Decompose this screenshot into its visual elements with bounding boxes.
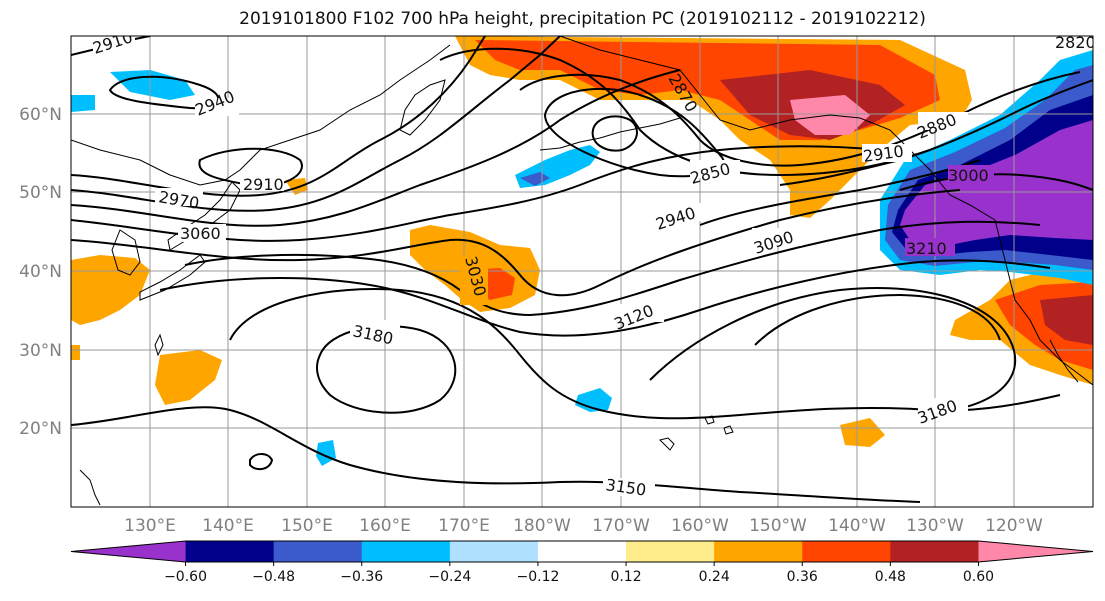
contour-3150 bbox=[159, 259, 1051, 337]
lon-label: 160°W bbox=[671, 516, 729, 536]
contour-2850 bbox=[439, 47, 931, 177]
lat-label: 40°N bbox=[19, 262, 62, 282]
aleutians bbox=[539, 117, 681, 151]
colorbar-tick-label: −0.36 bbox=[340, 569, 383, 585]
colorbar-segment bbox=[626, 541, 715, 562]
lat-label: 20°N bbox=[19, 419, 62, 439]
contour-3120-east bbox=[754, 293, 1001, 346]
contour-2970 bbox=[71, 36, 486, 197]
lon-label: 170°W bbox=[592, 516, 650, 536]
lon-label: 120°W bbox=[985, 516, 1043, 536]
contour-3210 bbox=[649, 287, 1017, 413]
gridlines bbox=[71, 36, 1093, 507]
colorbar-tick-label: 0.24 bbox=[699, 569, 730, 585]
positive-anomaly-asia bbox=[71, 255, 150, 325]
lat-label: 60°N bbox=[19, 105, 62, 125]
colorbar-tick-label: −0.24 bbox=[428, 569, 471, 585]
lon-label: 130°E bbox=[124, 516, 176, 536]
baja bbox=[1049, 339, 1079, 383]
map-title: 2019101800 F102 700 hPa height, precipit… bbox=[239, 9, 926, 29]
colorbar-segment bbox=[185, 541, 275, 562]
colorbar-segment bbox=[273, 541, 363, 562]
contour-label: 2910 bbox=[243, 175, 284, 194]
lon-label: 140°W bbox=[828, 516, 886, 536]
contour-3090 bbox=[71, 189, 961, 297]
korea-coast bbox=[111, 229, 141, 276]
hawaii bbox=[659, 437, 675, 451]
contour-small-1 bbox=[249, 453, 274, 471]
colorbar-segment bbox=[714, 541, 803, 562]
colorbar-tick-label: −0.60 bbox=[164, 569, 207, 585]
contour-2880 bbox=[519, 71, 1081, 167]
lon-label: 150°W bbox=[749, 516, 807, 536]
contour-low-circle bbox=[591, 115, 638, 152]
contour-3120 bbox=[184, 220, 1041, 317]
na-west-coast bbox=[994, 219, 1093, 386]
asia-coast bbox=[71, 44, 451, 186]
colorbar-tick-label: 0.36 bbox=[787, 569, 818, 585]
latitude-labels: 60°N 50°N 40°N 30°N 20°N bbox=[19, 105, 62, 439]
philippines bbox=[79, 469, 101, 506]
contour-label: 3000 bbox=[948, 166, 989, 185]
contour-label: 3060 bbox=[180, 224, 221, 243]
colorbar-tick-label: 0.12 bbox=[610, 569, 641, 585]
colorbar-segment bbox=[537, 541, 627, 562]
lon-label: 170°E bbox=[438, 516, 490, 536]
map-panel: 2910 2940 2910 2970 3060 3030 3180 3150 … bbox=[71, 33, 1096, 507]
map-frame bbox=[70, 35, 1094, 508]
colorbar-tick-label: 0.60 bbox=[963, 569, 994, 585]
kamchatka-coast bbox=[399, 79, 446, 136]
colorbar-segment bbox=[802, 541, 891, 562]
lon-label: 140°E bbox=[202, 516, 254, 536]
alaska-coast bbox=[559, 36, 996, 221]
longitude-labels: 130°E 140°E 150°E 160°E 170°E 180°W 170°… bbox=[124, 516, 1043, 536]
colorbar-extend-max bbox=[978, 541, 1093, 562]
contour-2910-east bbox=[779, 79, 1093, 186]
contour-3060 bbox=[71, 145, 881, 242]
colorbar: −0.60 −0.48 −0.36 −0.24 −0.12 0.12 0.24 0.36 0.4… bbox=[70, 540, 1094, 585]
contour-2910-mid bbox=[198, 147, 303, 187]
contour-3150-south bbox=[71, 406, 921, 503]
lon-label: 180°W bbox=[513, 516, 571, 536]
contour-2820-low bbox=[543, 87, 725, 178]
colorbar-tick-label: 0.48 bbox=[875, 569, 906, 585]
lon-label: 130°W bbox=[906, 516, 964, 536]
contour-label: 2820 bbox=[1055, 33, 1096, 52]
contour-3000-east bbox=[899, 173, 1093, 191]
lon-label: 160°E bbox=[359, 516, 411, 536]
colorbar-tick-label: −0.12 bbox=[516, 569, 559, 585]
lat-label: 50°N bbox=[19, 183, 62, 203]
colorbar-segment bbox=[890, 541, 979, 562]
colorbar-segment bbox=[361, 541, 451, 562]
colorbar-segment bbox=[449, 541, 539, 562]
lon-label: 150°E bbox=[281, 516, 333, 536]
contour-label: 3210 bbox=[906, 239, 947, 258]
colorbar-tick-label: −0.48 bbox=[252, 569, 295, 585]
taiwan bbox=[154, 333, 164, 357]
colorbar-extend-min bbox=[71, 541, 186, 562]
lat-label: 30°N bbox=[19, 341, 62, 361]
contour-3030 bbox=[71, 69, 681, 227]
